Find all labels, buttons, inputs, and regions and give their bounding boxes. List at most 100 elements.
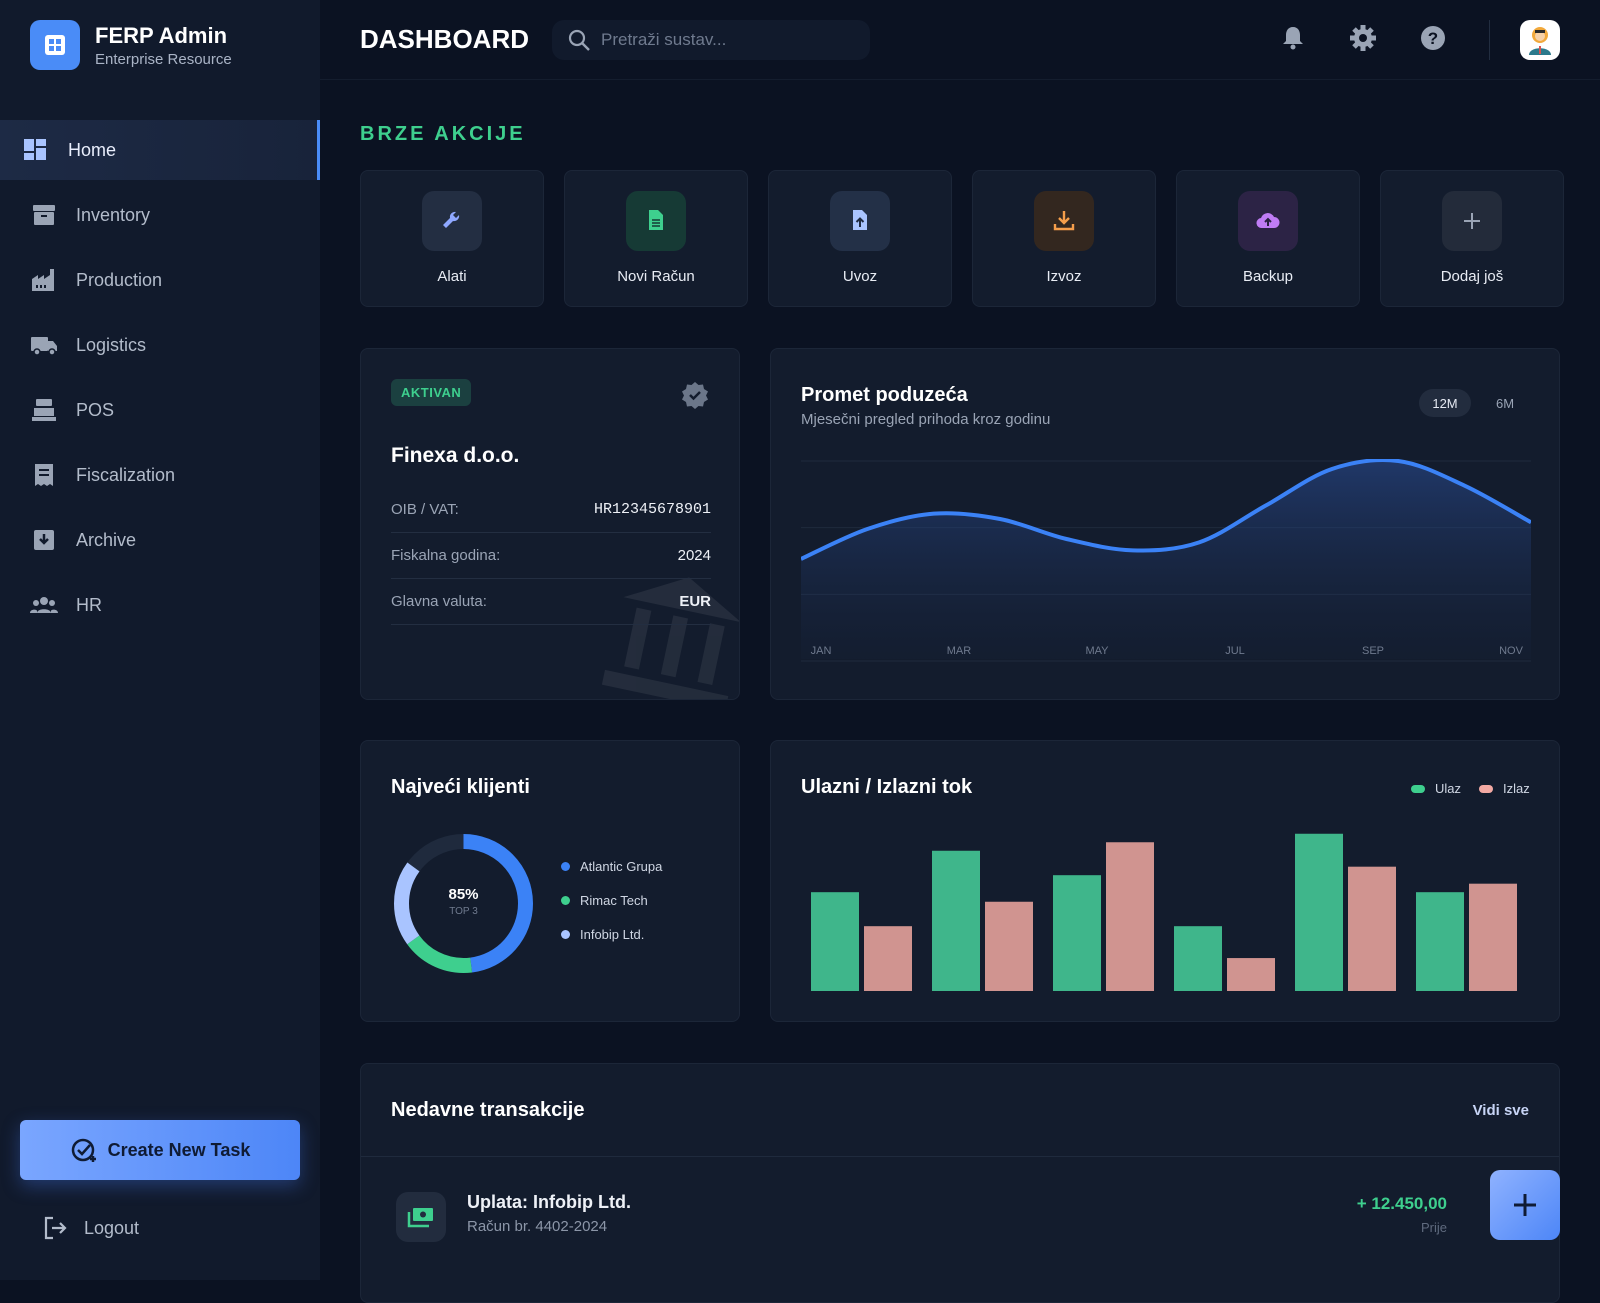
revenue-card: Promet poduzeća Mjesečni pregled prihoda… — [770, 348, 1560, 700]
bar-izlaz — [1469, 883, 1517, 991]
donut-center-value: 85% — [448, 886, 479, 903]
view-all-link[interactable]: Vidi sve — [1472, 1102, 1529, 1119]
quick-actions-title: BRZE AKCIJE — [360, 123, 526, 145]
revenue-area-chart: JAN MAR MAY JUL SEP NOV — [801, 459, 1531, 662]
factory-icon — [32, 269, 54, 291]
row-label: Fiskalna godina: — [391, 547, 501, 564]
company-row-vat: OIB / VAT: HR12345678901 — [391, 487, 711, 533]
area-fill — [801, 460, 1531, 659]
sidebar-item-logistics[interactable]: Logistics — [0, 315, 320, 375]
sidebar-item-home[interactable]: Home — [0, 120, 320, 180]
x-tick-label: NOV — [1499, 645, 1524, 657]
plus-icon — [1514, 1194, 1536, 1216]
money-icon — [396, 1192, 446, 1242]
transactions-card: Nedavne transakcije Vidi sve Uplata: Inf… — [360, 1063, 1560, 1303]
bar-izlaz — [1227, 958, 1275, 991]
quick-action-alati[interactable]: Alati — [360, 170, 544, 307]
search-input[interactable] — [601, 30, 851, 50]
donut-slice-rimac-tech — [394, 834, 533, 973]
app-logo-icon — [30, 20, 80, 70]
clients-title: Najveći klijenti — [391, 776, 530, 798]
gear-icon — [1350, 25, 1376, 51]
company-name: Finexa d.o.o. — [391, 444, 520, 467]
avatar[interactable] — [1520, 20, 1560, 60]
document-icon — [626, 191, 686, 251]
revenue-line — [801, 459, 1531, 561]
legend-ulaz: Ulaz — [1411, 781, 1461, 796]
transaction-row[interactable]: Uplata: Infobip Ltd. Račun br. 4402-2024… — [361, 1184, 1559, 1264]
divider — [361, 1156, 1559, 1157]
donut-center-label: TOP 3 — [449, 906, 478, 917]
quick-action-label: Izvoz — [1046, 268, 1082, 285]
sidebar-item-inventory[interactable]: Inventory — [0, 185, 320, 245]
company-card: AKTIVAN Finexa d.o.o. OIB / VAT: HR123456… — [360, 348, 740, 700]
legend-swatch — [1479, 784, 1493, 793]
sidebar-item-archive[interactable]: Archive — [0, 510, 320, 570]
sidebar-item-hr[interactable]: HR — [0, 575, 320, 635]
sidebar-item-pos[interactable]: POS — [0, 380, 320, 440]
donut-legend-item: Infobip Ltd. — [561, 927, 644, 942]
legend-dot — [561, 862, 570, 871]
truck-icon — [31, 337, 57, 356]
bell-icon — [1283, 27, 1303, 50]
sidebar-item-label: Logistics — [76, 334, 147, 355]
legend-label: Infobip Ltd. — [580, 927, 645, 942]
quick-action-novi-račun[interactable]: Novi Račun — [564, 170, 748, 307]
transactions-title: Nedavne transakcije — [391, 1099, 585, 1121]
bar-ulaz — [1053, 875, 1101, 991]
sidebar-item-label: POS — [76, 399, 115, 420]
range-12m-button[interactable]: 12M — [1419, 389, 1471, 417]
logout-button[interactable]: Logout — [42, 1215, 139, 1241]
x-tick-label: JUL — [1225, 645, 1245, 657]
row-value: 2024 — [677, 547, 711, 564]
transaction-amount: + 12.450,00 — [1356, 1194, 1447, 1213]
quick-action-izvoz[interactable]: Izvoz — [972, 170, 1156, 307]
sidebar-item-production[interactable]: Production — [0, 250, 320, 310]
help-button[interactable]: ? — [1415, 20, 1451, 56]
sidebar-item-fiscalization[interactable]: Fiscalization — [0, 445, 320, 505]
top-header: DASHBOARD ? — [320, 0, 1600, 80]
bar-izlaz — [985, 901, 1033, 991]
quick-action-backup[interactable]: Backup — [1176, 170, 1360, 307]
row-value: EUR — [679, 593, 711, 610]
x-tick-label: MAY — [1085, 645, 1109, 657]
header-divider — [1489, 20, 1490, 60]
bar-ulaz — [1416, 892, 1464, 991]
notifications-button[interactable] — [1275, 20, 1311, 56]
transaction-time: Prije — [1420, 1220, 1447, 1235]
transaction-title: Uplata: Infobip Ltd. — [467, 1192, 631, 1212]
sidebar-item-label: HR — [76, 594, 102, 615]
row-value: HR12345678901 — [593, 501, 711, 518]
add-fab-button[interactable] — [1490, 1170, 1560, 1240]
bar-ulaz — [1295, 833, 1343, 991]
row-label: OIB / VAT: — [391, 501, 459, 518]
quick-action-dodaj-još[interactable]: Dodaj još — [1380, 170, 1564, 307]
search-icon — [568, 29, 590, 51]
range-6m-button[interactable]: 6M — [1495, 395, 1515, 411]
legend-dot — [561, 896, 570, 905]
create-task-button[interactable]: Create New Task — [20, 1120, 300, 1180]
donut-legend-item: Atlantic Grupa — [561, 859, 662, 874]
company-row-currency: Glavna valuta: EUR — [391, 579, 711, 625]
donut-slice-atlantic-grupa — [394, 834, 533, 973]
settings-button[interactable] — [1345, 20, 1381, 56]
logout-icon — [44, 1216, 67, 1240]
bar-ulaz — [932, 850, 980, 991]
cash-register-icon — [32, 399, 56, 421]
sidebar-item-label: Home — [68, 139, 117, 160]
brand-title: FERP Admin — [95, 22, 228, 48]
quick-action-label: Uvoz — [842, 268, 878, 285]
status-badge: AKTIVAN — [391, 379, 472, 406]
quick-action-uvoz[interactable]: Uvoz — [768, 170, 952, 307]
x-tick-label: JAN — [811, 645, 832, 657]
archive-box-icon — [33, 205, 55, 225]
receipt-icon — [35, 464, 53, 486]
sidebar-nav: Home Inventory Production Logistics POS … — [0, 120, 320, 640]
revenue-title: Promet poduzeća — [801, 384, 968, 406]
donut-slice-infobip-ltd- — [394, 834, 533, 973]
legend-swatch — [1411, 784, 1425, 793]
company-row-fiscal-year: Fiskalna godina: 2024 — [391, 533, 711, 579]
x-tick-label: MAR — [947, 645, 972, 657]
sidebar: FERP Admin Enterprise Resource Home Inve… — [0, 0, 320, 1280]
quick-action-label: Novi Račun — [617, 268, 695, 285]
